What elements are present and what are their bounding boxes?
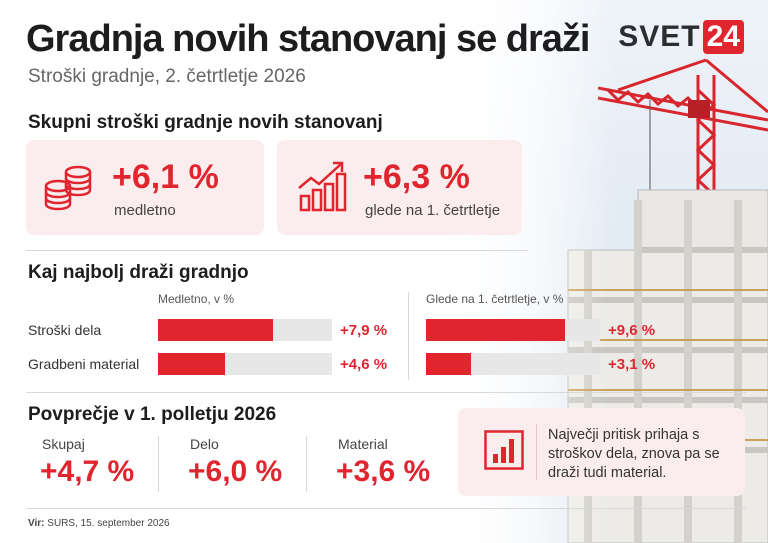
bar-labor-qoq [426, 319, 566, 341]
bar-track-material-yoy [158, 353, 332, 375]
note-card: Največji pritisk prihaja s stroškov dela… [458, 408, 745, 496]
row-label-material: Gradbeni material [28, 356, 140, 372]
avg-value-labor: +6,0 % [188, 455, 283, 488]
kpi-card-yoy: +6,1 % medletno [26, 140, 264, 235]
avg-label-material: Material [338, 436, 388, 452]
bar-label-material-qoq: +3,1 % [608, 356, 656, 373]
page-title: Gradnja novih stanovanj se draži [26, 18, 590, 60]
column-divider [408, 292, 409, 380]
page-subtitle: Stroški gradnje, 2. četrtletje 2026 [28, 66, 306, 87]
bar-material-qoq [426, 353, 471, 375]
coins-icon [44, 165, 92, 211]
avg-label-total: Skupaj [42, 436, 85, 452]
bar-label-material-yoy: +4,6 % [340, 356, 388, 373]
logo-number: 24 [702, 20, 744, 54]
row-label-labor: Stroški dela [28, 322, 102, 338]
note-text: Največji pritisk prihaja s stroškov dela… [548, 427, 720, 481]
brand-logo: SVET 24 [618, 20, 744, 54]
source-note: Vir: SURS, 15. september 2026 [28, 518, 170, 529]
section-title-drivers: Kaj najbolj draži gradnjo [28, 262, 249, 283]
kpi-value-yoy: +6,1 % [112, 158, 219, 196]
avg-label-labor: Delo [190, 436, 219, 452]
kpi-card-qoq: +6,3 % glede na 1. četrtletje [277, 140, 522, 235]
bar-track-labor-qoq [426, 319, 600, 341]
section-title-total-costs: Skupni stroški gradnje novih stanovanj [28, 112, 383, 133]
note-divider [536, 424, 537, 480]
bar-material-yoy [158, 353, 225, 375]
column-header-yoy: Medletno, v % [158, 292, 235, 306]
section-title-average: Povprečje v 1. polletju 2026 [28, 404, 277, 425]
bar-track-labor-yoy [158, 319, 332, 341]
column-header-qoq: Glede na 1. četrtletje, v % [426, 292, 564, 306]
bar-label-labor-qoq: +9,6 % [608, 322, 656, 339]
source-label: Vir: [28, 518, 45, 529]
bar-labor-yoy [158, 319, 273, 341]
divider [26, 250, 528, 251]
kpi-label-yoy: medletno [114, 202, 176, 219]
kpi-value-qoq: +6,3 % [363, 158, 470, 196]
divider [26, 508, 746, 509]
avg-value-total: +4,7 % [40, 455, 135, 488]
column-divider [158, 436, 159, 492]
growth-chart-icon [298, 161, 347, 212]
bar-track-material-qoq [426, 353, 600, 375]
kpi-label-qoq: glede na 1. četrtletje [365, 202, 501, 219]
divider [26, 392, 746, 393]
avg-value-material: +3,6 % [336, 455, 431, 488]
logo-text: SVET [618, 20, 701, 53]
source-text: SURS, 15. september 2026 [47, 518, 170, 529]
column-divider [306, 436, 307, 492]
bar-label-labor-yoy: +7,9 % [340, 322, 388, 339]
bar-chart-icon [484, 430, 524, 470]
